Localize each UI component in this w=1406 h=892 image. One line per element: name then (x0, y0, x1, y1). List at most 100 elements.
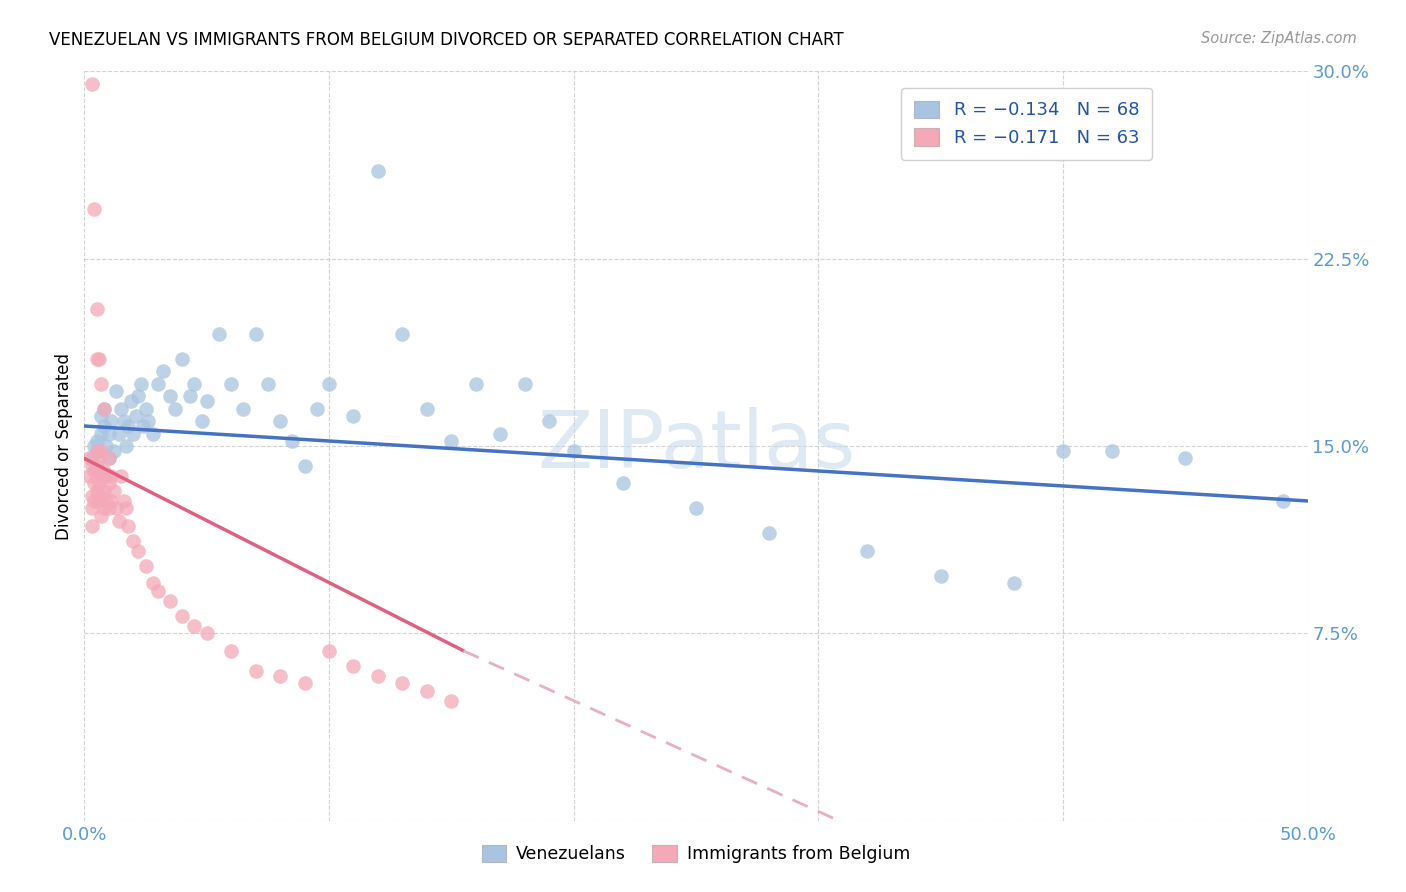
Point (513, 376, 536, 391)
Point (87, 494, 110, 508)
Point (135, 401, 157, 416)
Point (83, 202, 105, 216)
Point (318, 376, 340, 391)
Point (257, 376, 280, 391)
Point (100, 494, 122, 508)
Point (90, 426, 112, 441)
Point (86, 301, 108, 316)
Point (195, 626, 218, 640)
Point (152, 364, 174, 378)
Point (219, 376, 242, 391)
Point (127, 389, 149, 403)
Point (103, 483, 125, 498)
Point (416, 401, 439, 416)
Point (86, 444, 108, 458)
Point (83, 439, 105, 453)
Point (440, 694, 463, 708)
Point (77, 469, 100, 483)
Point (146, 583, 169, 598)
Point (93, 401, 115, 416)
Point (93, 464, 115, 478)
Point (391, 326, 413, 341)
Point (269, 414, 291, 428)
Point (195, 394, 218, 409)
Point (159, 389, 181, 403)
Point (97, 451, 120, 466)
Point (132, 419, 155, 434)
Point (96, 439, 118, 453)
Point (219, 644, 242, 658)
Point (856, 544, 879, 558)
Point (96, 469, 118, 483)
Point (142, 576, 165, 591)
Point (93, 483, 115, 498)
Point (163, 401, 186, 416)
Text: ZIPatlas: ZIPatlas (537, 407, 855, 485)
Point (294, 676, 316, 690)
Point (342, 658, 364, 673)
Point (208, 326, 231, 341)
Point (685, 501, 707, 516)
Point (93, 419, 115, 434)
Point (87, 464, 110, 478)
Point (245, 664, 267, 678)
Point (612, 476, 634, 491)
Point (305, 401, 328, 416)
Point (120, 394, 142, 409)
Point (90, 444, 112, 458)
Point (269, 669, 291, 683)
Point (86, 458, 108, 473)
Point (110, 401, 132, 416)
Point (191, 414, 214, 428)
Point (90, 508, 112, 523)
Point (83, 476, 105, 491)
Point (97, 476, 120, 491)
Point (136, 414, 159, 428)
Point (87, 451, 110, 466)
Point (107, 426, 129, 441)
Point (105, 384, 128, 398)
Point (90, 376, 112, 391)
Point (1002, 576, 1025, 591)
Point (391, 676, 413, 690)
Point (117, 419, 139, 434)
Point (86, 469, 108, 483)
Text: VENEZUELAN VS IMMIGRANTS FROM BELGIUM DIVORCED OR SEPARATED CORRELATION CHART: VENEZUELAN VS IMMIGRANTS FROM BELGIUM DI… (49, 31, 844, 49)
Point (77, 451, 100, 466)
Point (83, 464, 105, 478)
Point (929, 569, 952, 583)
Text: Source: ZipAtlas.com: Source: ZipAtlas.com (1201, 31, 1357, 46)
Point (342, 409, 364, 423)
Point (107, 514, 129, 528)
Point (86, 444, 108, 458)
Point (96, 494, 118, 508)
Legend: Venezuelans, Immigrants from Belgium: Venezuelans, Immigrants from Belgium (472, 837, 920, 871)
Point (294, 458, 316, 473)
Point (87, 351, 110, 366)
Point (416, 683, 439, 698)
Point (146, 376, 169, 391)
Point (367, 164, 389, 178)
Point (97, 426, 120, 441)
Point (318, 644, 340, 658)
Point (93, 401, 115, 416)
Point (103, 444, 125, 458)
Point (80, 451, 103, 466)
Point (80, 458, 103, 473)
Point (440, 434, 463, 448)
Point (538, 414, 561, 428)
Point (183, 376, 205, 391)
Point (1272, 494, 1295, 508)
Point (489, 426, 512, 441)
Point (367, 669, 389, 683)
Point (179, 389, 201, 403)
Point (105, 501, 128, 516)
Point (83, 494, 105, 508)
Point (90, 469, 112, 483)
Point (97, 451, 120, 466)
Point (80, 489, 103, 503)
Point (129, 376, 152, 391)
Point (245, 326, 267, 341)
Point (159, 594, 181, 608)
Point (125, 409, 148, 423)
